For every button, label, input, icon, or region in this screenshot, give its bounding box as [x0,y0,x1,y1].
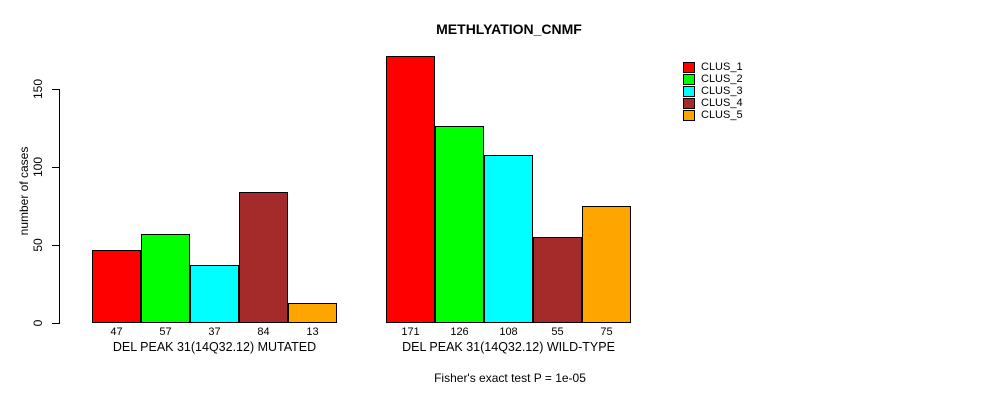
group-label: DEL PEAK 31(14Q32.12) MUTATED [112,340,317,354]
bar [582,206,631,323]
legend-item: CLUS_2 [683,73,743,85]
bar [288,302,337,323]
bar [141,234,190,323]
group-label: DEL PEAK 31(14Q32.12) WILD-TYPE [402,340,615,354]
legend-swatch [683,73,695,85]
y-axis-tick [52,323,59,324]
legend-label: CLUS_4 [701,97,743,109]
bar [239,191,288,323]
y-axis-tick [52,245,59,246]
legend-swatch [683,61,695,73]
legend-item: CLUS_5 [683,109,743,121]
bar-value-label: 126 [450,326,469,338]
footer-annotation: Fisher's exact test P = 1e-05 [434,371,586,385]
chart-title: METHLYATION_CNMF [436,21,582,37]
legend-label: CLUS_5 [701,109,743,121]
bar [435,126,484,323]
y-axis-line [59,89,60,324]
y-axis-tick-label: 0 [31,319,45,327]
legend-swatch [683,97,695,109]
bar-value-label: 108 [499,326,518,338]
legend-item: CLUS_1 [683,61,743,73]
y-axis-tick-label: 100 [31,156,45,178]
bar-value-label: 47 [110,326,123,338]
legend-item: CLUS_3 [683,85,743,97]
bar-value-label: 37 [208,326,221,338]
y-axis-tick-label: 50 [31,238,45,252]
legend-swatch [683,109,695,121]
bar-value-label: 55 [551,326,564,338]
y-axis-label: number of cases [17,146,31,236]
bar-value-label: 84 [257,326,270,338]
bar-value-label: 171 [401,326,420,338]
y-axis-tick [52,167,59,168]
bar [484,154,533,323]
y-axis-tick-label: 150 [31,78,45,100]
bar [92,249,141,323]
bar-value-label: 13 [306,326,319,338]
legend-label: CLUS_2 [701,73,743,85]
legend-item: CLUS_4 [683,97,743,109]
bar [386,56,435,323]
bar-value-label: 57 [159,326,172,338]
legend-swatch [683,85,695,97]
bar [190,265,239,323]
legend: CLUS_1 CLUS_2 CLUS_3 CLUS_4 CLUS_5 [683,61,743,121]
legend-label: CLUS_1 [701,61,743,73]
legend-label: CLUS_3 [701,85,743,97]
y-axis-tick [52,89,59,90]
bar [533,237,582,323]
bar-value-label: 75 [600,326,613,338]
